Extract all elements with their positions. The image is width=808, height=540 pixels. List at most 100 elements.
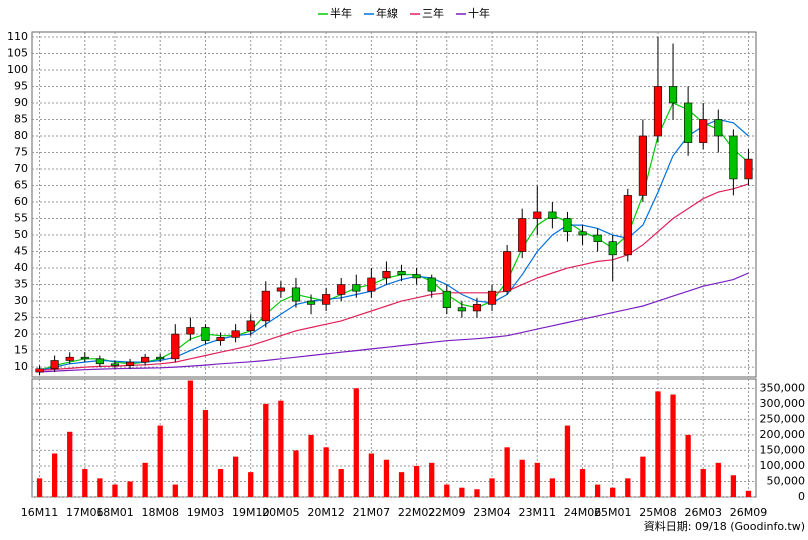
- volume-bar: [715, 462, 721, 497]
- volume-bar: [519, 459, 525, 497]
- candle-body: [276, 287, 285, 292]
- volume-bar: [730, 475, 737, 497]
- x-tick-label: 20M12: [307, 506, 345, 519]
- volume-tick-label: 150,000: [760, 443, 806, 456]
- candle-body: [744, 158, 753, 180]
- volume-bar: [534, 462, 540, 497]
- volume-bar: [202, 410, 209, 497]
- volume-bar: [112, 484, 118, 497]
- volume-bar: [594, 484, 601, 497]
- volume-bar: [187, 380, 194, 497]
- volume-bar: [51, 453, 58, 497]
- candle-body: [684, 102, 693, 143]
- source-note: 資料日期: 09/18 (Goodinfo.tw): [644, 519, 805, 533]
- volume-bar: [323, 447, 329, 497]
- y-tick-label: 20: [14, 327, 28, 340]
- volume-bar: [700, 469, 706, 497]
- x-tick-label: 20M05: [262, 506, 300, 519]
- candle-body: [518, 218, 527, 252]
- y-tick-label: 95: [14, 79, 28, 92]
- candle-body: [608, 241, 617, 256]
- y-tick-label: 15: [14, 344, 28, 357]
- candle-body: [593, 234, 602, 242]
- volume-bar: [459, 487, 465, 497]
- volume-bar: [745, 490, 752, 497]
- volume-bar: [248, 472, 254, 497]
- x-tick-label: 25M01: [594, 506, 632, 519]
- volume-tick-label: 300,000: [760, 397, 806, 410]
- x-tick-label: 17M06: [66, 506, 104, 519]
- volume-bar: [670, 394, 676, 497]
- x-tick-label: 26M09: [730, 506, 768, 519]
- volume-bar: [353, 388, 359, 497]
- y-tick-label: 70: [14, 162, 28, 175]
- volume-bar: [504, 447, 510, 497]
- volume-bar: [655, 391, 661, 497]
- volume-bar: [398, 472, 405, 497]
- x-tick-label: 22M09: [428, 506, 466, 519]
- candle-body: [80, 356, 89, 360]
- candle-body: [367, 277, 376, 292]
- candle-body: [141, 356, 150, 363]
- candle-body: [653, 86, 663, 137]
- volume-bar: [97, 478, 103, 497]
- candle-body: [548, 211, 557, 219]
- volume-bar: [36, 478, 43, 497]
- candle-body: [382, 271, 391, 279]
- y-tick-label: 85: [14, 112, 28, 125]
- volume-bar: [172, 484, 178, 497]
- volume-bar: [278, 400, 284, 497]
- candle-body: [714, 119, 723, 137]
- candle-body: [442, 290, 451, 308]
- candle-body: [427, 277, 436, 292]
- candle-body: [171, 333, 180, 360]
- x-tick-label: 18M01: [96, 506, 134, 519]
- volume-bar: [383, 459, 390, 497]
- ma-line: [39, 272, 749, 373]
- volume-tick-label: 100,000: [760, 459, 806, 472]
- y-tick-label: 55: [14, 212, 28, 225]
- candle-body: [668, 86, 678, 104]
- legend-label: 十年: [468, 6, 490, 20]
- y-tick-label: 90: [14, 96, 28, 109]
- candle-body: [216, 337, 225, 341]
- candle-body: [35, 368, 44, 373]
- candle-body: [533, 211, 542, 219]
- y-tick-label: 40: [14, 261, 28, 274]
- volume-bar: [474, 489, 480, 497]
- candle-body: [322, 294, 331, 305]
- candle-body: [638, 135, 647, 196]
- y-tick-label: 35: [14, 278, 28, 291]
- x-tick-label: 24M06: [564, 506, 602, 519]
- candle-body: [487, 290, 497, 305]
- volume-bar: [338, 469, 344, 497]
- volume-bar: [157, 425, 163, 497]
- candle-body: [729, 135, 738, 180]
- volume-bar: [67, 431, 73, 497]
- x-tick-label: 21M07: [353, 506, 391, 519]
- price-panel: [31, 31, 757, 378]
- candle-body: [578, 231, 587, 236]
- candle-body: [337, 284, 346, 295]
- volume-bar: [232, 456, 239, 497]
- x-tick-label: 19M10: [232, 506, 270, 519]
- candle-body: [156, 356, 165, 360]
- legend-label: 半年: [330, 6, 352, 20]
- volume-bar: [429, 462, 435, 497]
- x-tick-label: 23M11: [519, 506, 557, 519]
- volume-bar: [217, 469, 224, 497]
- volume-bar: [489, 478, 495, 497]
- y-tick-label: 65: [14, 179, 28, 192]
- volume-tick-label: 350,000: [760, 381, 806, 394]
- y-tick-label: 110: [7, 30, 28, 43]
- y-tick-label: 25: [14, 311, 28, 324]
- candle-body: [623, 195, 632, 256]
- x-tick-label: 26M03: [684, 506, 722, 519]
- candle-body: [291, 287, 301, 302]
- x-tick-label: 25M08: [639, 506, 677, 519]
- candle-body: [306, 300, 316, 305]
- volume-bar: [625, 478, 631, 497]
- volume-bar: [564, 425, 571, 497]
- volume-bar: [127, 481, 133, 497]
